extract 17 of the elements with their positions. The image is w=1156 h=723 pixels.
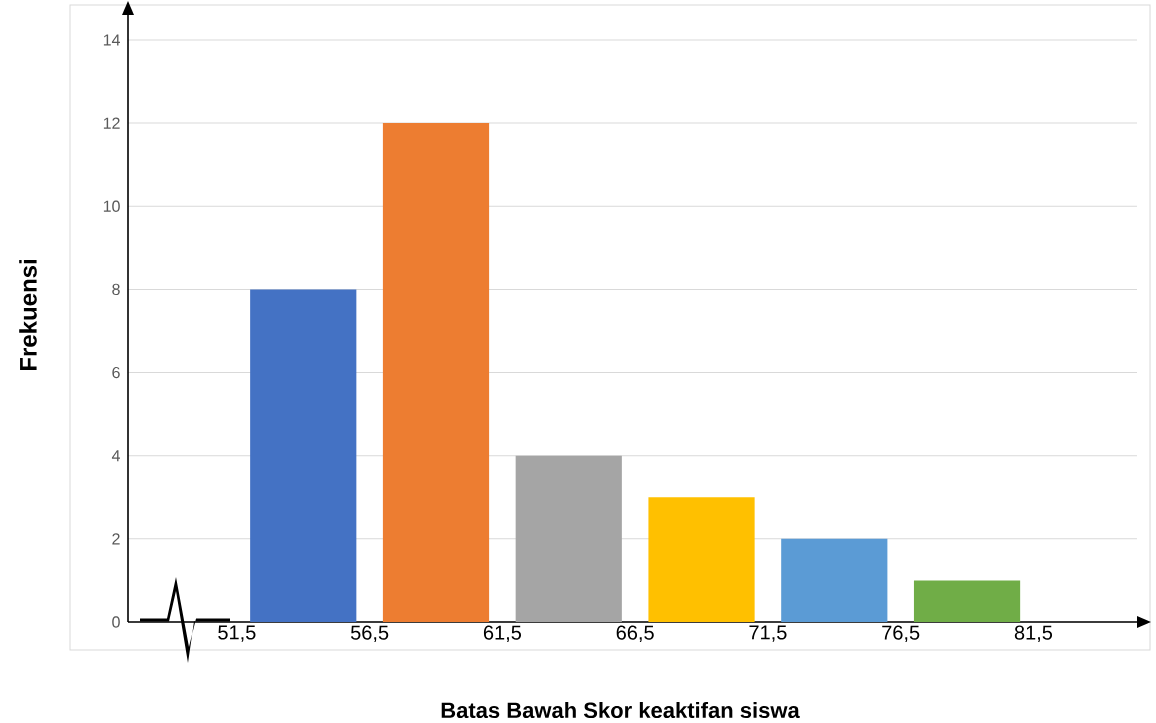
x-tick-label: 66,5: [616, 625, 654, 643]
x-tick-label: 76,5: [882, 625, 920, 643]
y-axis-title: Frekuensi: [19, 260, 37, 371]
y-tick-label: 14: [103, 34, 120, 46]
y-tick-label: 8: [112, 283, 120, 296]
y-tick-label: 2: [112, 533, 120, 545]
x-axis-title: Batas Bawah Skor keaktifan siswa: [441, 701, 800, 719]
y-tick-label: 0: [112, 616, 120, 628]
y-tick-label: 12: [103, 117, 120, 129]
y-tick-label: 4: [111, 450, 120, 462]
x-tick-label: 61,5: [483, 625, 522, 643]
x-tick-label: 51,5: [218, 625, 256, 642]
y-tick-label: 10: [103, 200, 120, 212]
x-tick-label: 71,5: [749, 625, 787, 642]
x-tick-label: 81,5: [1014, 625, 1053, 643]
x-tick-label: 56,5: [350, 625, 389, 643]
y-tick-label: 6: [112, 366, 120, 379]
